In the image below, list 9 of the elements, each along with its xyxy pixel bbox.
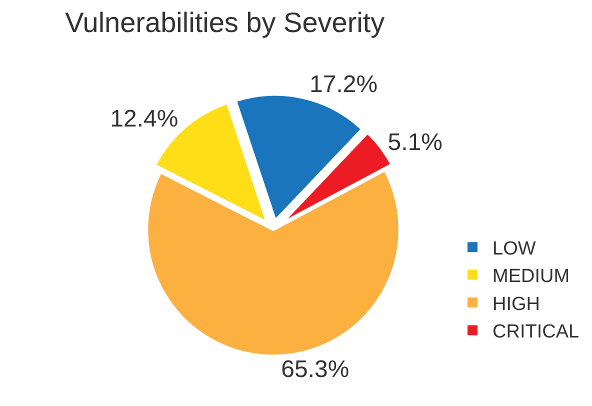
legend-label: LOW [492, 238, 536, 260]
legend-label: HIGH [492, 294, 540, 315]
data-label: 5.1% [388, 129, 442, 156]
legend-label: CRITICAL [492, 322, 580, 343]
chart-title: Vulnerabilities by Severity [65, 6, 385, 38]
data-label: 65.3% [281, 356, 350, 384]
legend-label: MEDIUM [492, 266, 570, 288]
data-label: 12.4% [110, 106, 178, 133]
data-label: 17.2% [310, 71, 378, 98]
